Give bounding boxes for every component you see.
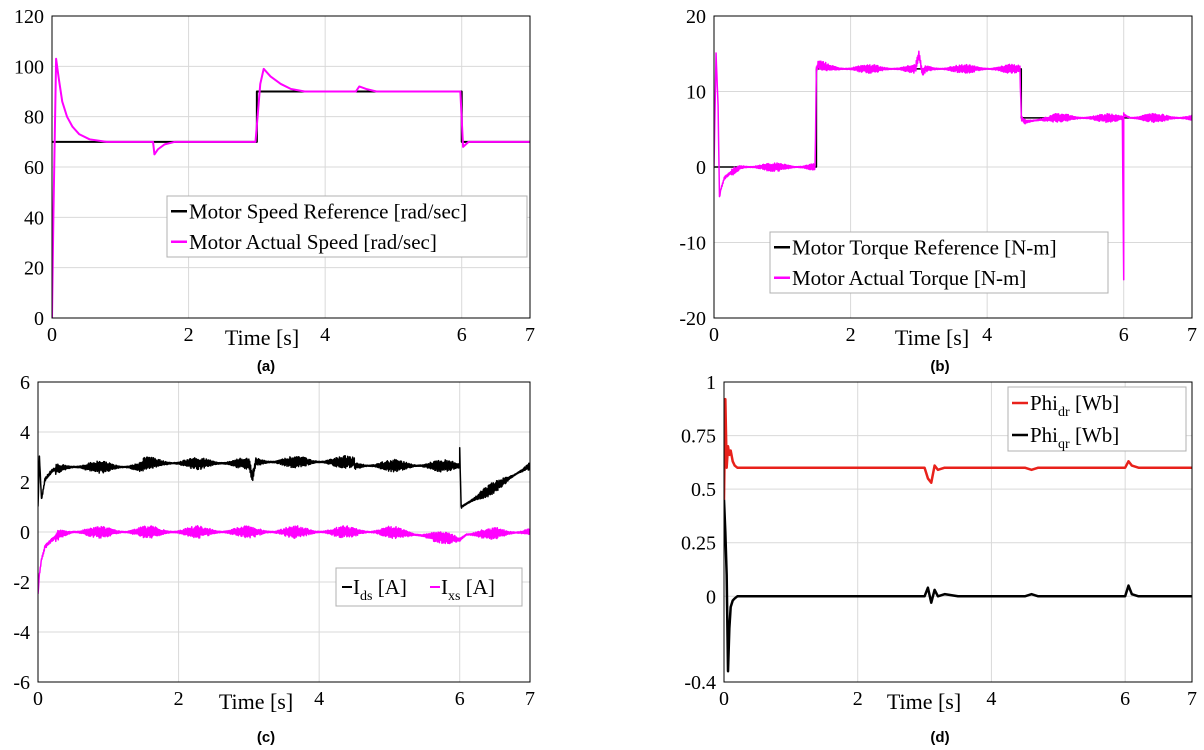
x-tick-label: 2 [174, 688, 184, 710]
x-axis-label: Time [s] [225, 325, 299, 350]
x-tick-label: 6 [457, 324, 467, 346]
x-tick-label: 0 [719, 688, 729, 710]
legend-box [335, 567, 523, 607]
y-tick-label: 0.25 [681, 533, 716, 555]
x-tick-label: 6 [1120, 688, 1130, 710]
series-group [714, 50, 1192, 281]
axes-frame [37, 381, 531, 683]
y-tick-label: 0.5 [691, 479, 716, 501]
x-tick-label: 7 [525, 324, 535, 346]
y-tick-label: -2 [13, 572, 30, 594]
series-group [38, 447, 530, 594]
x-tick-label: 4 [986, 688, 996, 710]
x-tick-label: 7 [525, 688, 535, 710]
y-tick-label: 0.75 [681, 426, 716, 448]
x-tick-label: 2 [846, 324, 856, 346]
x-tick-label: 4 [982, 324, 992, 346]
x-tick-label: 4 [314, 688, 324, 710]
y-tick-label: -20 [679, 308, 706, 330]
y-tick-label: 80 [24, 107, 44, 129]
panel-c: -6 -4 -2 0 2 4 6 0 2 4 6 7 Time [s] (c) Ids [A] Ixs [A] [13, 372, 535, 746]
legend-entry: Motor Actual Speed [rad/sec] [189, 230, 437, 254]
y-tick-label: 4 [20, 422, 30, 444]
y-tick-label: 2 [20, 472, 30, 494]
series-line-2 [38, 525, 530, 594]
legend-entry: Phiqr [Wb] [1030, 423, 1119, 452]
y-tick-label: 100 [14, 56, 44, 78]
x-tick-label: 2 [853, 688, 863, 710]
series-line-2 [714, 50, 1192, 281]
legend: Motor Speed Reference [rad/sec] Motor Act… [166, 195, 528, 258]
x-axis-label: Time [s] [895, 325, 969, 350]
legend-entry: Motor Speed Reference [rad/sec] [189, 199, 467, 223]
legend: Ids [A] Ixs [A] [335, 567, 523, 607]
y-tick-label: -6 [13, 672, 30, 694]
series-group [724, 397, 1192, 673]
legend-entry: Ids [A] [353, 575, 407, 604]
series-group [52, 57, 530, 318]
x-tick-label: 2 [184, 324, 194, 346]
legend-entry: Motor Actual Torque [N-m] [792, 266, 1026, 290]
series-line-1 [38, 447, 530, 509]
y-tick-label: 20 [24, 258, 44, 280]
legend-entry: Phidr [Wb] [1030, 391, 1119, 420]
x-tick-label: 0 [33, 688, 43, 710]
panel-a: 0 20 40 60 80 100 120 0 2 4 6 7 Time [s] (a) Motor Spe… [14, 6, 535, 375]
series-line-1 [724, 397, 1192, 500]
legend: Phidr [Wb] Phiqr [Wb] [1007, 386, 1187, 452]
y-tick-label: 0 [706, 586, 716, 608]
y-tick-label: 40 [24, 207, 44, 229]
x-tick-label: 7 [1187, 688, 1197, 710]
x-axis-label: Time [s] [219, 689, 293, 714]
series-line-2 [724, 499, 1192, 673]
y-tick-label: -4 [13, 622, 30, 644]
legend-box [166, 195, 528, 258]
y-tick-label: 60 [24, 157, 44, 179]
panel-b: -20 -10 0 10 20 0 2 4 6 7 Time [s] (b) Motor Torque … [679, 6, 1197, 375]
y-tick-label: 20 [686, 6, 706, 28]
legend: Motor Torque Reference [N-m] Motor Actual… [769, 231, 1109, 294]
x-tick-label: 4 [320, 324, 330, 346]
axes-frame [713, 15, 1193, 319]
x-axis-label: Time [s] [887, 689, 961, 714]
axes-frame [723, 381, 1193, 683]
y-tick-label: 0 [20, 522, 30, 544]
panel-caption: (c) [257, 729, 275, 746]
legend-entry: Ixs [A] [441, 575, 495, 604]
series-line-2 [52, 57, 530, 318]
y-tick-label: -0.4 [684, 672, 716, 694]
legend-box [769, 231, 1109, 294]
y-tick-label: 10 [686, 82, 706, 104]
y-tick-label: 120 [14, 6, 44, 28]
x-tick-label: 0 [709, 324, 719, 346]
x-tick-label: 6 [455, 688, 465, 710]
y-tick-label: 1 [706, 372, 716, 394]
panel-caption: (b) [930, 358, 949, 375]
legend-entry: Motor Torque Reference [N-m] [792, 235, 1057, 259]
x-tick-label: 6 [1119, 324, 1129, 346]
y-tick-label: -10 [679, 233, 706, 255]
axes-frame [51, 15, 531, 319]
panel-caption: (d) [930, 729, 949, 746]
legend-box [1007, 386, 1187, 452]
y-tick-label: 6 [20, 372, 30, 394]
x-tick-label: 0 [47, 324, 57, 346]
y-tick-label: 0 [34, 308, 44, 330]
y-tick-label: 0 [696, 157, 706, 179]
x-tick-label: 7 [1187, 324, 1197, 346]
panel-caption: (a) [257, 358, 275, 375]
